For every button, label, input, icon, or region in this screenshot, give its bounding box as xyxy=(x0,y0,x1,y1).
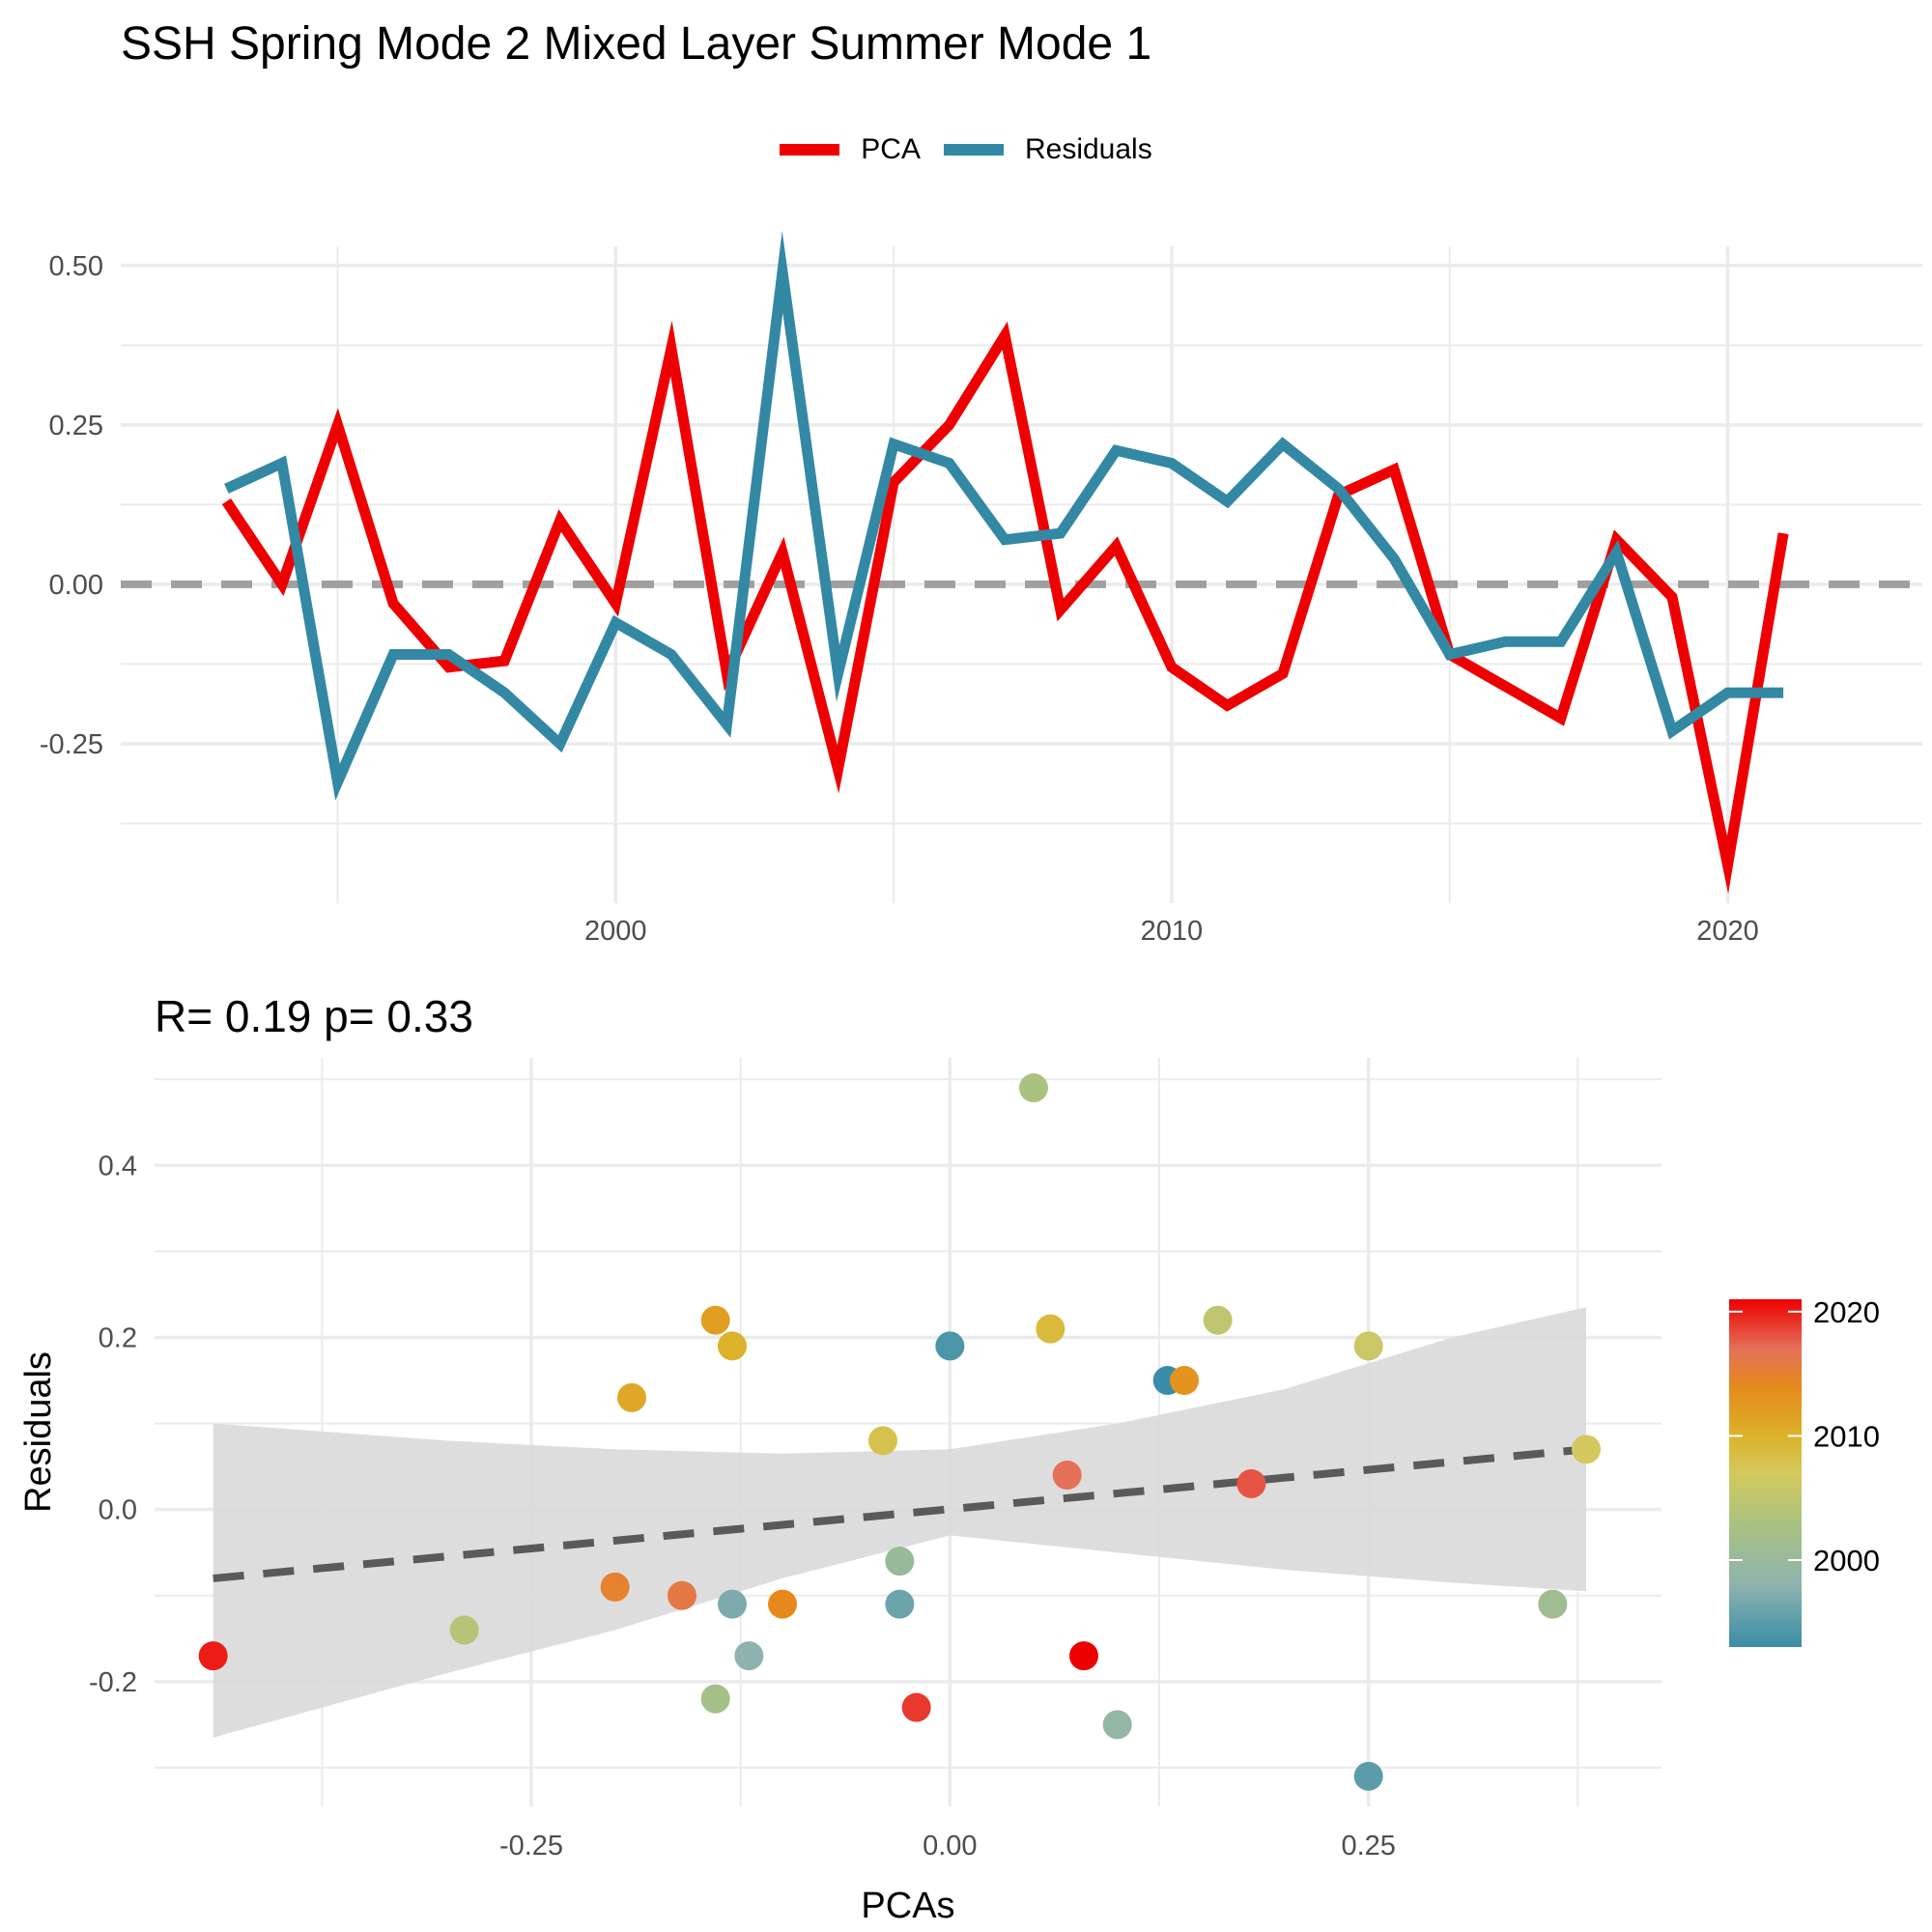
scatter-point xyxy=(868,1426,897,1456)
legend-item-pca: PCA xyxy=(780,133,921,166)
stats-label: R= 0.19 p= 0.33 xyxy=(155,991,473,1041)
colorbar-label: 2000 xyxy=(1813,1544,1880,1577)
legend-label-residuals: Residuals xyxy=(1024,133,1152,165)
x-tick-label: 2010 xyxy=(1141,916,1204,947)
x-tick-label: -0.25 xyxy=(499,1831,563,1861)
scatter-point xyxy=(449,1615,479,1645)
y-tick-label: -0.2 xyxy=(89,1667,137,1698)
scatter-point xyxy=(1236,1468,1266,1498)
y-tick-label: 0.0 xyxy=(99,1495,137,1526)
scatter-point xyxy=(1036,1314,1065,1344)
y-tick-label: 0.4 xyxy=(99,1151,137,1181)
x-tick-label: 2000 xyxy=(584,916,647,947)
scatter-point xyxy=(700,1305,730,1335)
x-axis-title: PCAs xyxy=(861,1886,954,1926)
trend-line xyxy=(213,1445,1587,1582)
scatter-point xyxy=(768,1589,797,1619)
legend: PCA Residuals xyxy=(0,133,1932,166)
y-axis-title: Residuals xyxy=(18,1351,59,1513)
scatter-point xyxy=(1203,1305,1233,1335)
scatter-point xyxy=(885,1589,915,1619)
legend-label-pca: PCA xyxy=(861,133,921,165)
scatter-point xyxy=(935,1331,965,1361)
scatter-point xyxy=(1069,1641,1098,1671)
scatter-point xyxy=(1572,1435,1601,1464)
scatter-point xyxy=(1019,1073,1048,1103)
scatter-point xyxy=(600,1572,630,1602)
scatter-point xyxy=(885,1547,915,1577)
scatter-point xyxy=(1102,1710,1132,1740)
confidence-ribbon xyxy=(213,1307,1587,1738)
y-tick-label: -0.25 xyxy=(40,729,103,760)
legend-item-residuals: Residuals xyxy=(943,133,1152,166)
scatter-point xyxy=(901,1692,931,1722)
chart-title: SSH Spring Mode 2 Mixed Layer Summer Mod… xyxy=(121,18,1152,70)
scatter-point xyxy=(1538,1589,1568,1619)
scatter-point xyxy=(1170,1366,1199,1396)
series-line-residuals xyxy=(224,230,1784,801)
scatter-point xyxy=(198,1641,228,1671)
y-tick-label: 0.50 xyxy=(49,251,103,282)
y-tick-label: 0.00 xyxy=(49,570,103,601)
x-tick-label: 0.25 xyxy=(1341,1831,1395,1861)
scatter-point xyxy=(718,1589,747,1619)
colorbar xyxy=(1729,1299,1802,1647)
scatter-point xyxy=(700,1684,730,1714)
legend-key-pca xyxy=(780,144,840,156)
scatter-point xyxy=(734,1641,764,1671)
x-tick-label: 2020 xyxy=(1696,916,1759,947)
scatter-point xyxy=(1353,1331,1383,1361)
scatter-point xyxy=(1052,1461,1082,1491)
scatter-point xyxy=(668,1580,696,1610)
series-line-pca xyxy=(221,320,1789,895)
scatter-point xyxy=(718,1331,747,1361)
colorbar-label: 2020 xyxy=(1813,1295,1880,1329)
colorbar-label: 2010 xyxy=(1813,1419,1880,1453)
scatter-point xyxy=(617,1382,646,1412)
y-tick-label: 0.2 xyxy=(99,1323,137,1354)
legend-key-residuals xyxy=(943,144,1004,156)
x-tick-label: 0.00 xyxy=(923,1831,977,1861)
scatter-point xyxy=(1353,1761,1383,1791)
y-tick-label: 0.25 xyxy=(49,411,103,441)
